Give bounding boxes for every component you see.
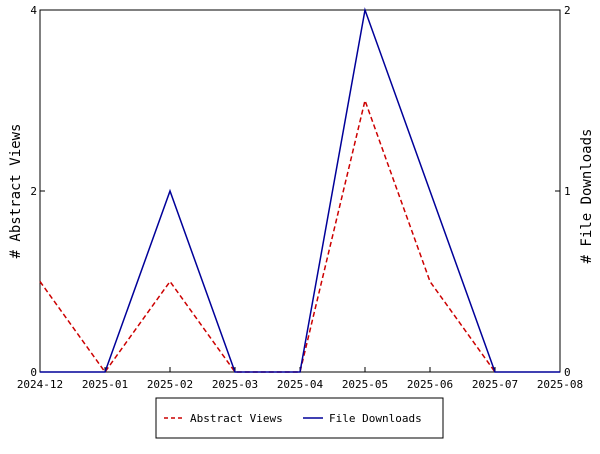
legend: Abstract Views File Downloads (155, 397, 444, 439)
y-axis-left-title: # Abstract Views (8, 124, 24, 259)
legend-label-file-downloads: File Downloads (329, 412, 422, 425)
ticks-layer: 2024-12 2025-01 2025-02 2025-03 2025-04 2025-… (17, 4, 583, 391)
legend-label-abstract-views: Abstract Views (190, 412, 283, 425)
y-right-tick-label: 2 (564, 4, 571, 17)
y-left-tick-label: 4 (30, 4, 37, 17)
y-left-tick-label: 0 (30, 366, 37, 379)
y-left-tick-label: 2 (30, 185, 37, 198)
y-axis-right-title: # File Downloads (579, 129, 595, 264)
y-right-tick-label: 1 (564, 185, 571, 198)
x-tick-label: 2025-07 (472, 378, 518, 391)
x-tick-label: 2025-04 (277, 378, 324, 391)
x-tick-label: 2025-05 (342, 378, 388, 391)
x-tick-label: 2024-12 (17, 378, 63, 391)
x-tick-label: 2025-06 (407, 378, 453, 391)
legend-box (155, 397, 444, 439)
y-right-tick-label: 0 (564, 366, 571, 379)
x-tick-label: 2025-01 (82, 378, 128, 391)
series-line-file-downloads (40, 7, 560, 373)
x-tick-label: 2025-03 (212, 378, 258, 391)
x-tick-label: 2025-02 (147, 378, 193, 391)
series-line-abstract-views (39, 97, 496, 374)
x-tick-label: 2025-08 (537, 378, 583, 391)
series-layer (39, 7, 560, 374)
plot-area (39, 9, 561, 373)
